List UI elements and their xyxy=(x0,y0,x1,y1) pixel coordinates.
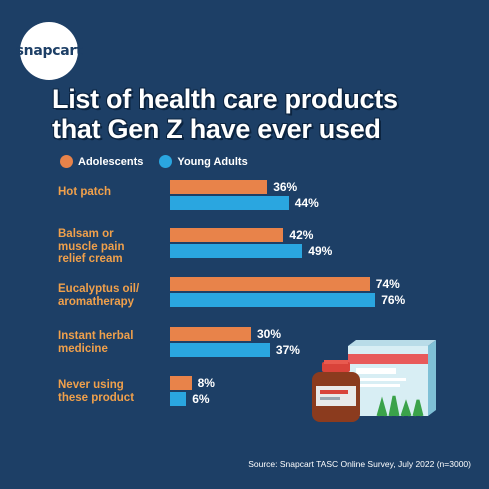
snapcart-logo: snapcart xyxy=(16,22,83,80)
data-label-young-adults: 76% xyxy=(381,293,406,307)
legend: Adolescents Young Adults xyxy=(60,155,248,168)
category-label: Hot patch xyxy=(58,186,168,199)
category-label-line: Never using xyxy=(58,379,124,391)
bar-young-adults xyxy=(170,293,376,307)
data-label-adolescents: 30% xyxy=(257,327,282,341)
data-label-adolescents: 42% xyxy=(289,228,314,242)
data-label-adolescents: 74% xyxy=(375,277,400,291)
category-label: Never using these product xyxy=(58,379,168,404)
bar-adolescents xyxy=(170,180,268,194)
data-label-young-adults: 6% xyxy=(192,392,210,406)
category-label-line: Balsam or xyxy=(58,228,114,240)
legend-item-adolescents: Adolescents xyxy=(60,155,143,168)
category-label-line: aromatherapy xyxy=(58,295,135,308)
category-label-line: muscle pain xyxy=(58,240,125,253)
category-label-line: these product xyxy=(58,391,135,404)
bar-adolescents xyxy=(170,376,192,390)
category-label-line: Eucalyptus oil/ xyxy=(58,283,140,295)
legend-label-adolescents: Adolescents xyxy=(78,155,144,168)
category-label-line: Hot patch xyxy=(58,186,112,198)
data-label-adolescents: 8% xyxy=(197,376,215,390)
data-label-adolescents: 36% xyxy=(273,180,298,194)
data-label-young-adults: 37% xyxy=(275,343,300,357)
legend-item-young-adults: Young Adults xyxy=(159,155,248,168)
title-line-2: that Gen Z have ever used xyxy=(52,114,381,144)
source-note: Source: Snapcart TASC Online Survey, Jul… xyxy=(248,459,471,469)
bar-young-adults xyxy=(170,343,270,357)
bar-adolescents xyxy=(170,228,284,242)
data-label-young-adults: 44% xyxy=(294,196,319,210)
bar-young-adults xyxy=(170,244,303,258)
medicine-bottle-and-box-icon xyxy=(312,340,436,422)
legend-label-young-adults: Young Adults xyxy=(177,155,248,168)
category-label-line: Instant herbal xyxy=(58,330,134,342)
legend-swatch-adolescents xyxy=(60,155,73,168)
data-label-young-adults: 49% xyxy=(308,244,333,258)
title-line-1: List of health care products xyxy=(52,84,398,114)
logo-text: snapcart xyxy=(15,43,83,59)
category-label: Eucalyptus oil/aromatherapy xyxy=(58,283,168,308)
bar-adolescents xyxy=(170,277,370,291)
category-label-line: relief cream xyxy=(58,253,123,265)
bar-young-adults xyxy=(170,392,187,406)
category-label: Instant herbal medicine xyxy=(58,330,168,355)
category-label: Balsam or muscle pain relief cream xyxy=(58,228,168,266)
legend-swatch-young-adults xyxy=(159,155,173,168)
bar-young-adults xyxy=(170,196,289,210)
chart-title: List of health care products that Gen Z … xyxy=(52,84,472,144)
category-label-line: medicine xyxy=(58,342,108,355)
bar-adolescents xyxy=(170,327,251,341)
